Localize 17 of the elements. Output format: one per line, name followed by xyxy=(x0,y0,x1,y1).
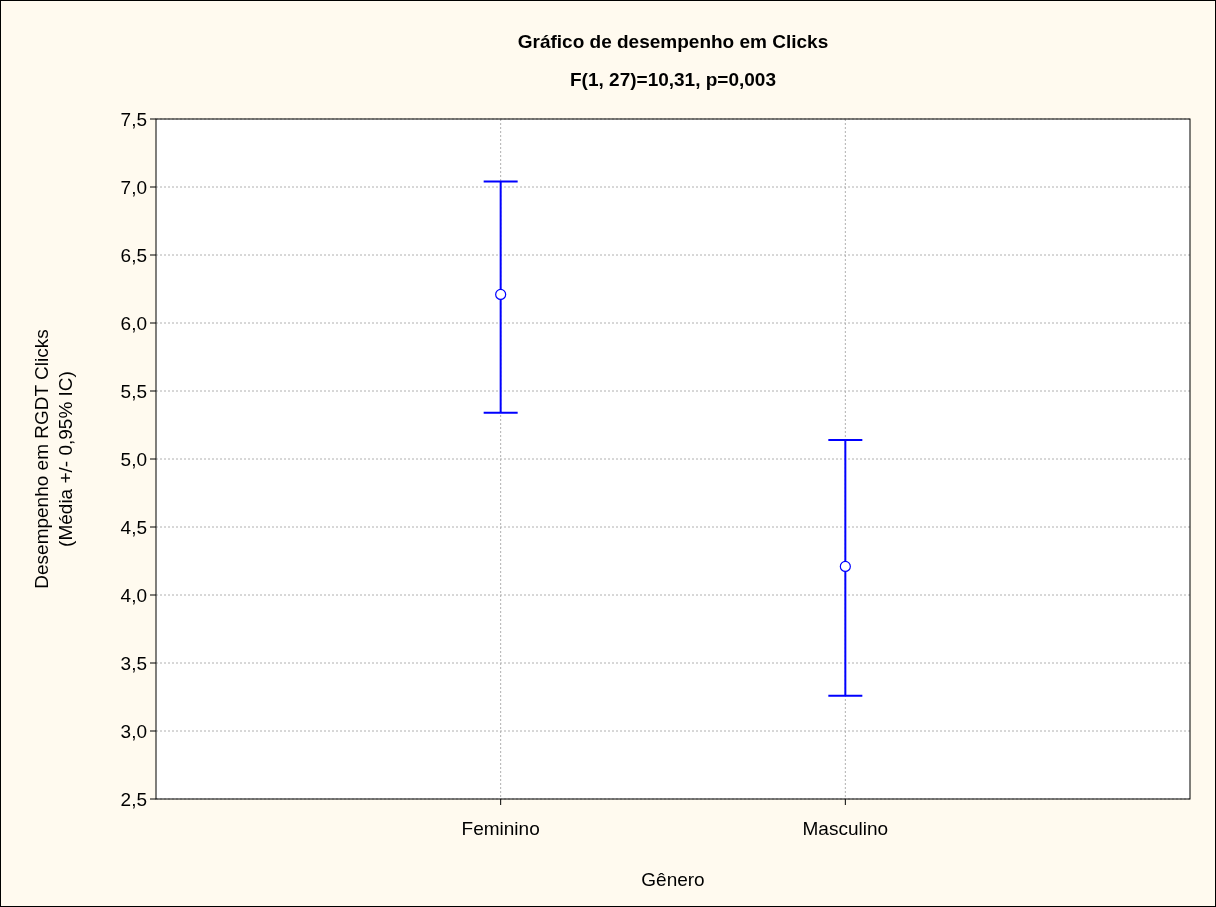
y-tick-label: 5,0 xyxy=(120,448,147,470)
y-tick-label: 3,0 xyxy=(120,720,147,742)
chart-subtitle: F(1, 27)=10,31, p=0,003 xyxy=(570,69,776,90)
y-tick-label: 6,5 xyxy=(120,244,147,266)
y-tick-label: 3,5 xyxy=(120,652,147,674)
y-tick-label: 7,0 xyxy=(120,176,147,198)
y-axis-title: Desempenho em RGDT Clicks (Média +/- 0,95% IC) xyxy=(31,329,76,589)
y-tick-label: 2,5 xyxy=(120,788,147,810)
x-tick-label: Masculino xyxy=(802,818,889,839)
x-tick-label: Feminino xyxy=(461,818,540,839)
x-axis-title: Gênero xyxy=(641,869,705,890)
y-tick-label: 6,0 xyxy=(120,312,147,334)
y-tick-label: 4,5 xyxy=(120,516,147,538)
y-tick-label: 7,5 xyxy=(120,108,147,130)
chart-title: Gráfico de desempenho em Clicks xyxy=(517,31,829,52)
y-tick-label: 5,5 xyxy=(120,380,147,402)
y-tick-label: 4,0 xyxy=(120,584,147,606)
